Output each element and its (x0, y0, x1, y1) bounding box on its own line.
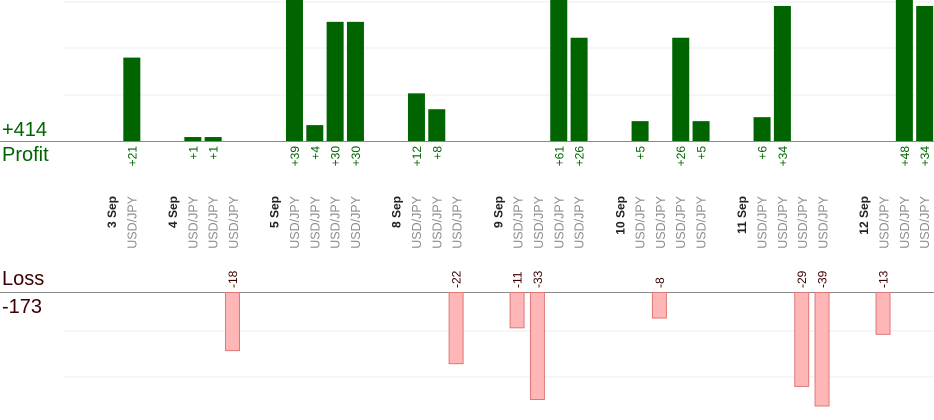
profit-value-label: +21 (125, 146, 139, 167)
symbol-label: USD/JPY (451, 195, 465, 248)
symbol-label: USD/JPY (532, 195, 546, 248)
profit-value-label: +48 (898, 146, 912, 167)
symbol-label: USD/JPY (552, 195, 566, 248)
symbol-label: USD/JPY (674, 195, 688, 248)
symbol-label: USD/JPY (288, 195, 302, 248)
profit-bar (285, 0, 303, 141)
date-label: 5 Sep (268, 196, 282, 228)
date-label: 3 Sep (105, 196, 119, 228)
loss-label: Loss (2, 268, 45, 290)
profit-label: Profit (2, 144, 49, 166)
symbol-label: USD/JPY (227, 195, 241, 248)
profit-value-label: +30 (349, 146, 363, 167)
symbol-label: USD/JPY (573, 195, 587, 248)
loss-total: -173 (2, 296, 43, 318)
profit-bar (916, 5, 934, 141)
profit-bar (306, 125, 324, 141)
profit-value-label: +1 (186, 146, 200, 160)
symbol-label: USD/JPY (817, 195, 831, 248)
profit-value-label: +61 (552, 146, 566, 167)
profit-value-label: +5 (695, 146, 709, 160)
profit-value-label: +26 (674, 146, 688, 167)
loss-value-label: -13 (877, 270, 891, 288)
profit-value-label: +1 (207, 146, 221, 160)
loss-bar (529, 292, 545, 400)
loss-bar (814, 292, 830, 407)
profit-value-label: +8 (430, 146, 444, 160)
symbol-label: USD/JPY (207, 195, 221, 248)
symbol-label: USD/JPY (125, 195, 139, 248)
profit-bar (631, 121, 649, 141)
date-label: 12 Sep (857, 196, 871, 235)
loss-value-label: -29 (795, 270, 809, 288)
profit-bar (123, 57, 141, 141)
symbol-label: USD/JPY (410, 195, 424, 248)
profit-value-label: +34 (776, 146, 790, 167)
profit-value-label: +6 (756, 146, 770, 160)
profit-bar (570, 37, 588, 141)
profit-bar (204, 137, 222, 141)
symbol-label: USD/JPY (695, 195, 709, 248)
profit-bar (692, 121, 710, 141)
loss-bar (509, 292, 525, 329)
profit-bar (407, 93, 425, 141)
profit-bar (672, 37, 690, 141)
profit-value-label: +4 (308, 146, 322, 160)
symbol-label: USD/JPY (898, 195, 912, 248)
loss-value-label: -18 (226, 270, 240, 288)
loss-value-label: -39 (816, 270, 830, 288)
symbol-label: USD/JPY (634, 195, 648, 248)
symbol-label: USD/JPY (654, 195, 668, 248)
profit-bar (753, 117, 771, 141)
profit-value-label: +5 (634, 146, 648, 160)
profit-value-label: +12 (410, 146, 424, 167)
symbol-label: USD/JPY (349, 195, 363, 248)
date-label: 4 Sep (166, 196, 180, 228)
loss-value-label: -8 (653, 277, 667, 288)
symbol-label: USD/JPY (776, 195, 790, 248)
loss-bar (651, 292, 667, 319)
profit-bar (346, 21, 364, 141)
loss-bar (448, 292, 464, 365)
loss-value-label: -22 (450, 270, 464, 288)
symbol-label: USD/JPY (796, 195, 810, 248)
date-label: 10 Sep (613, 196, 627, 235)
profit-value-label: +34 (918, 146, 932, 167)
loss-bar (875, 292, 891, 335)
symbol-label: USD/JPY (918, 195, 932, 248)
profit-bar (428, 109, 446, 141)
profit-bar (184, 137, 202, 141)
profit-bar (326, 21, 344, 141)
loss-bar (224, 292, 240, 352)
symbol-label: USD/JPY (512, 195, 526, 248)
date-label: 8 Sep (390, 196, 404, 228)
date-label: 11 Sep (735, 196, 749, 234)
date-label: 9 Sep (491, 196, 505, 228)
profit-bar (550, 0, 568, 141)
symbol-label: USD/JPY (430, 195, 444, 248)
symbol-label: USD/JPY (878, 195, 892, 248)
symbol-label: USD/JPY (329, 195, 343, 248)
profit-value-label: +39 (288, 146, 302, 167)
profit-total: +414 (2, 119, 48, 141)
loss-value-label: -11 (511, 271, 525, 288)
loss-value-label: -33 (531, 270, 545, 288)
profit-value-label: +30 (329, 146, 343, 167)
symbol-label: USD/JPY (756, 195, 770, 248)
profit-bar (773, 5, 791, 141)
profit-bar (895, 0, 913, 141)
symbol-label: USD/JPY (308, 195, 322, 248)
profit-value-label: +26 (573, 146, 587, 167)
symbol-label: USD/JPY (186, 195, 200, 248)
loss-bar (794, 292, 810, 387)
